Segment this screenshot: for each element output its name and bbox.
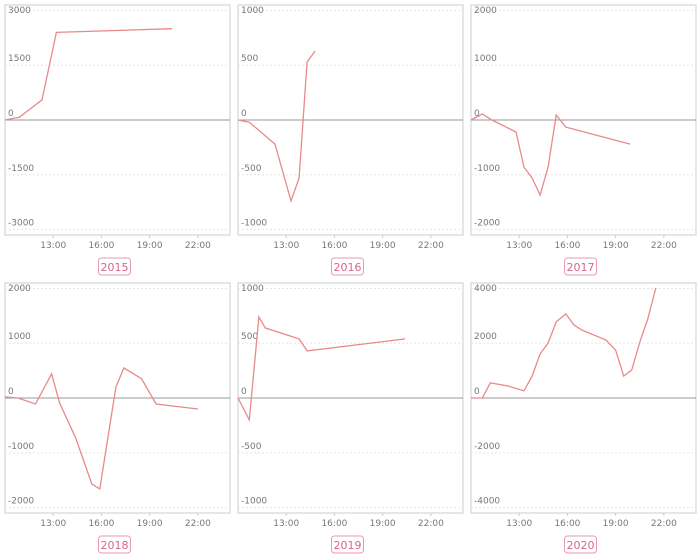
y-tick-label: -1000 — [474, 164, 500, 174]
year-button-box[interactable] — [98, 257, 131, 276]
x-tick-label: 13:00 — [40, 241, 66, 251]
y-tick-label: 2000 — [474, 332, 497, 342]
year-button[interactable]: 2016 — [331, 257, 364, 276]
y-tick-label: 0 — [474, 109, 480, 119]
y-tick-label: 1000 — [241, 6, 264, 16]
year-label[interactable]: 2016 — [334, 261, 362, 274]
year-button-box[interactable] — [564, 535, 597, 554]
x-tick-label: 22:00 — [185, 241, 211, 251]
x-tick-label: 13:00 — [506, 519, 532, 529]
x-tick-label: 22:00 — [418, 519, 444, 529]
x-tick-label: 13:00 — [273, 519, 299, 529]
y-tick-label: 500 — [241, 332, 258, 342]
y-tick-label: -3000 — [8, 219, 34, 229]
x-tick-label: 22:00 — [418, 241, 444, 251]
y-tick-label: -1000 — [8, 442, 34, 452]
data-line — [4, 366, 198, 490]
y-tick-label: 0 — [241, 109, 247, 119]
year-button-box[interactable] — [331, 257, 364, 276]
x-tick-label: 19:00 — [370, 519, 396, 529]
y-tick-label: 0 — [241, 387, 247, 397]
y-tick-label: -1000 — [241, 219, 267, 229]
y-tick-label: 1000 — [474, 54, 497, 64]
x-tick-label: 19:00 — [370, 241, 396, 251]
data-line — [470, 113, 631, 197]
x-tick-label: 19:00 — [137, 241, 163, 251]
x-tick-label: 13:00 — [40, 519, 66, 529]
y-tick-label: 1000 — [241, 284, 264, 294]
y-tick-label: -1000 — [241, 497, 267, 507]
year-button[interactable]: 2020 — [564, 535, 597, 554]
y-tick-label: 3000 — [8, 6, 31, 16]
x-tick-label: 13:00 — [506, 241, 532, 251]
year-label[interactable]: 2017 — [567, 261, 595, 274]
data-line — [471, 287, 657, 399]
x-tick-label: 19:00 — [137, 519, 163, 529]
year-button-box[interactable] — [331, 535, 364, 554]
year-button-box[interactable] — [98, 535, 131, 554]
y-tick-label: 4000 — [474, 284, 497, 294]
y-tick-label: 2000 — [474, 6, 497, 16]
year-label[interactable]: 2018 — [101, 539, 129, 552]
year-button[interactable]: 2018 — [98, 535, 131, 554]
y-tick-label: -1500 — [8, 164, 34, 174]
year-label[interactable]: 2020 — [567, 539, 595, 552]
y-tick-label: -500 — [241, 442, 262, 452]
y-tick-label: 1000 — [8, 332, 31, 342]
x-tick-label: 16:00 — [554, 241, 580, 251]
y-tick-label: -4000 — [474, 497, 500, 507]
y-tick-label: 500 — [241, 54, 258, 64]
y-tick-label: 1500 — [8, 54, 31, 64]
x-tick-label: 16:00 — [554, 519, 580, 529]
x-tick-label: 16:00 — [321, 519, 347, 529]
data-line — [237, 50, 316, 204]
y-tick-label: -2000 — [474, 442, 500, 452]
x-tick-label: 22:00 — [651, 519, 677, 529]
year-button[interactable]: 2015 — [98, 257, 131, 276]
x-tick-label: 22:00 — [185, 519, 211, 529]
y-tick-label: -500 — [241, 164, 262, 174]
year-button[interactable]: 2019 — [331, 535, 364, 554]
x-tick-label: 16:00 — [321, 241, 347, 251]
y-tick-label: -2000 — [8, 497, 34, 507]
y-tick-label: 2000 — [8, 284, 31, 294]
x-tick-label: 16:00 — [88, 519, 114, 529]
y-tick-label: -2000 — [474, 219, 500, 229]
year-label[interactable]: 2019 — [334, 539, 362, 552]
x-tick-label: 13:00 — [273, 241, 299, 251]
y-tick-label: 0 — [8, 109, 14, 119]
y-tick-label: 0 — [474, 387, 480, 397]
x-tick-label: 22:00 — [651, 241, 677, 251]
x-tick-label: 19:00 — [603, 241, 629, 251]
year-button[interactable]: 2017 — [564, 257, 597, 276]
x-tick-label: 16:00 — [88, 241, 114, 251]
year-button-box[interactable] — [564, 257, 597, 276]
year-label[interactable]: 2015 — [101, 261, 129, 274]
x-tick-label: 19:00 — [603, 519, 629, 529]
data-line — [4, 28, 173, 121]
data-line — [237, 314, 406, 423]
y-tick-label: 0 — [8, 387, 14, 397]
